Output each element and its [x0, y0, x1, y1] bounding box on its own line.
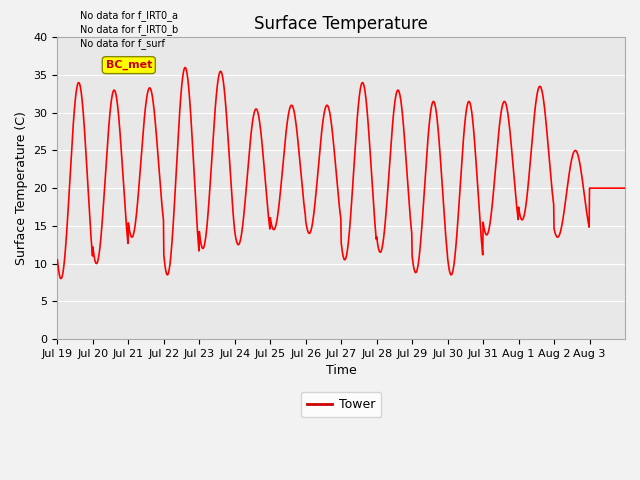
- Text: No data for f_surf: No data for f_surf: [80, 38, 165, 49]
- Text: BC_met: BC_met: [106, 60, 152, 70]
- X-axis label: Time: Time: [326, 364, 356, 377]
- Text: No data for f_IRT0_b: No data for f_IRT0_b: [80, 24, 179, 35]
- Y-axis label: Surface Temperature (C): Surface Temperature (C): [15, 111, 28, 265]
- Text: No data for f_IRT0_a: No data for f_IRT0_a: [80, 10, 178, 21]
- Title: Surface Temperature: Surface Temperature: [254, 15, 428, 33]
- Legend: Tower: Tower: [301, 392, 381, 417]
